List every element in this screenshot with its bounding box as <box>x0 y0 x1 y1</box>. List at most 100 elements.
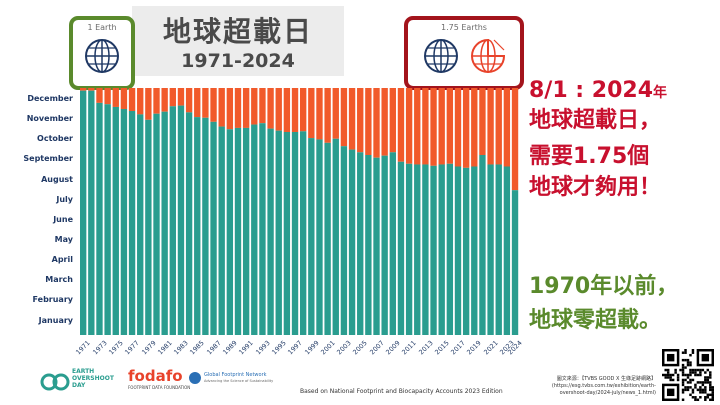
bar-overshoot-1977 <box>128 88 136 112</box>
bar-within-capacity-2020 <box>479 154 486 335</box>
bar-within-capacity-2014 <box>430 165 437 335</box>
bar-overshoot-1996 <box>283 88 291 132</box>
y-tick-label: April <box>51 255 73 264</box>
accounts-note: Based on National Footprint and Biocapac… <box>300 388 503 395</box>
bar-overshoot-1998 <box>300 88 307 132</box>
y-tick-label: October <box>37 134 73 143</box>
subtext-line-2: 地球零超載。 <box>529 308 662 333</box>
one-earth-box: 1 Earth <box>69 16 135 90</box>
bar-overshoot-2016 <box>446 88 454 164</box>
bar-overshoot-2002 <box>332 88 339 139</box>
y-tick-label: February <box>32 295 74 304</box>
bar-overshoot-2008 <box>381 88 388 156</box>
bar-overshoot-1972 <box>88 88 95 91</box>
bar-within-capacity-2007 <box>373 157 380 335</box>
bar-within-capacity-2001 <box>324 142 331 335</box>
bar-within-capacity-2013 <box>422 164 429 335</box>
bar-overshoot-1990 <box>234 88 242 128</box>
bar-overshoot-1991 <box>242 88 250 128</box>
bar-overshoot-2013 <box>422 88 429 165</box>
y-tick-label: June <box>53 215 73 224</box>
bar-overshoot-2023 <box>503 88 511 167</box>
y-tick-label: December <box>27 94 73 103</box>
bar-overshoot-1993 <box>259 88 266 124</box>
bar-within-capacity-1986 <box>202 117 209 335</box>
bar-overshoot-1973 <box>96 88 103 103</box>
bar-overshoot-1992 <box>251 88 258 125</box>
bar-within-capacity-2000 <box>316 139 323 335</box>
eod-logo-line1: EARTH <box>72 368 95 375</box>
eod-logo-line3: DAY <box>72 382 86 389</box>
chart-title: 地球超載日 <box>162 15 313 48</box>
bar-within-capacity-1971 <box>80 90 87 335</box>
earth-globe-icon <box>85 39 119 73</box>
fodafo-logo-subtitle: FOOTPRINT DATA FOUNDATION <box>128 385 191 390</box>
one-earth-label: 1 Earth <box>87 23 117 32</box>
bar-within-capacity-2003 <box>340 146 348 335</box>
bar-overshoot-2019 <box>471 88 478 167</box>
bar-within-capacity-2015 <box>438 164 445 335</box>
bar-within-capacity-1994 <box>267 128 274 335</box>
bar-overshoot-1994 <box>267 88 274 129</box>
title-background <box>132 6 344 76</box>
bar-overshoot-1975 <box>112 88 119 107</box>
headline-date-suffix: 年 <box>653 85 667 101</box>
bar-within-capacity-1979 <box>145 119 152 335</box>
bar-within-capacity-2017 <box>454 166 462 335</box>
bar-overshoot-1983 <box>177 88 185 106</box>
bar-within-capacity-2012 <box>414 164 421 335</box>
y-tick-label: September <box>23 154 73 163</box>
bar-overshoot-2017 <box>454 88 462 167</box>
bar-overshoot-1984 <box>185 88 193 113</box>
bar-overshoot-1978 <box>137 88 144 115</box>
bar-overshoot-2010 <box>397 88 405 162</box>
bar-within-capacity-1999 <box>308 138 315 335</box>
bar-within-capacity-1996 <box>283 131 291 335</box>
bar-within-capacity-2006 <box>365 154 372 335</box>
y-tick-label: July <box>56 195 73 204</box>
headline-date: 8/1 : 2024年 <box>529 77 667 107</box>
bar-overshoot-1979 <box>145 88 152 120</box>
gfn-logo-tagline: Advancing the Science of Sustainability <box>204 379 274 383</box>
subtext-line-1: 1970年以前， <box>529 274 679 299</box>
source-note-line1: 圖文來源：【TVBS GOOD X 生綠足跡網路】 <box>556 376 656 382</box>
bar-overshoot-2009 <box>389 88 396 153</box>
bar-within-capacity-1974 <box>104 104 111 336</box>
bar-overshoot-2018 <box>462 88 470 168</box>
bar-within-capacity-2011 <box>405 163 413 335</box>
bar-overshoot-1985 <box>194 88 201 118</box>
bar-overshoot-1980 <box>153 88 160 114</box>
bar-within-capacity-1983 <box>177 105 185 336</box>
many-earths-label: 1.75 Earths <box>441 23 487 32</box>
bar-within-capacity-1997 <box>291 131 299 335</box>
bar-overshoot-2024 <box>511 88 519 191</box>
bar-within-capacity-2018 <box>462 167 470 335</box>
bar-within-capacity-1972 <box>88 90 95 335</box>
qr-code-icon[interactable] <box>662 349 714 401</box>
eod-logo-line2: OVERSHOOT <box>72 375 114 382</box>
bar-within-capacity-2005 <box>357 152 364 335</box>
bar-overshoot-2014 <box>430 88 437 166</box>
bar-within-capacity-1993 <box>259 123 266 335</box>
bar-overshoot-2011 <box>405 88 413 164</box>
half-globe-icon <box>471 38 506 73</box>
bar-overshoot-1989 <box>226 88 234 130</box>
bar-overshoot-2006 <box>365 88 372 155</box>
source-note: 圖文來源：【TVBS GOOD X 生綠足跡網路】 (https://esg.t… <box>528 376 656 397</box>
bar-within-capacity-1989 <box>226 129 234 335</box>
headline-line-4: 地球才夠用！ <box>529 175 662 200</box>
bar-within-capacity-1982 <box>169 106 176 335</box>
bar-overshoot-1986 <box>202 88 209 118</box>
y-tick-label: May <box>54 235 73 244</box>
bar-within-capacity-1984 <box>185 112 193 336</box>
bar-overshoot-2001 <box>324 88 331 143</box>
bar-within-capacity-1990 <box>234 127 242 335</box>
bar-within-capacity-1985 <box>194 117 201 335</box>
source-note-line2: (https://esg.tvbs.com.tw/exhibition/eart… <box>551 383 656 396</box>
bar-overshoot-1999 <box>308 88 315 139</box>
earth-globe-icon <box>424 39 458 73</box>
bar-within-capacity-1980 <box>153 113 160 336</box>
headline-line-3: 需要1.75個 <box>529 144 650 169</box>
y-tick-label: August <box>41 175 73 184</box>
